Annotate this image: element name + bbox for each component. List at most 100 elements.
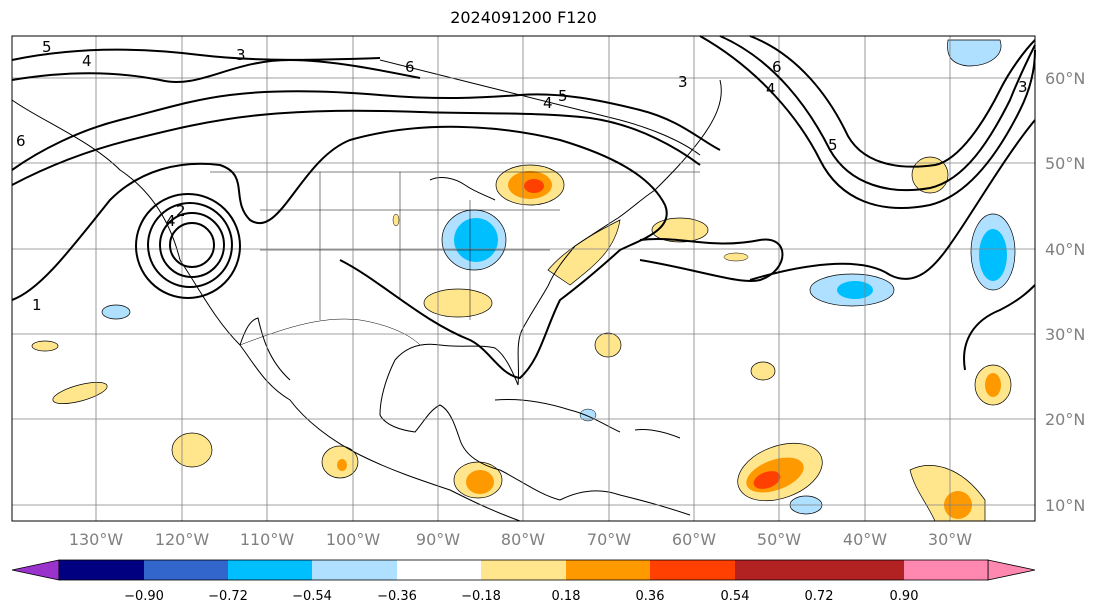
- gridlines: [12, 36, 1035, 521]
- state-borders: [210, 171, 700, 346]
- fill-positive-peak-tropical: [753, 471, 781, 489]
- lon-label: 80°W: [501, 530, 545, 549]
- fill-negative-greenland: [947, 39, 1002, 67]
- colorbar-tick-label: −0.54: [292, 589, 332, 604]
- contour-low-ring-4: [135, 193, 241, 299]
- contour-atlantic-2: [719, 35, 1036, 192]
- colorbar-segment: [481, 560, 566, 580]
- coastlines: [11, 59, 722, 522]
- lon-label: 40°W: [843, 530, 887, 549]
- fill-positive-core-canary: [985, 373, 1001, 397]
- hispaniola: [634, 429, 681, 439]
- map-title: 2024091200 F120: [450, 8, 597, 27]
- colorbar-segment: [650, 560, 735, 580]
- border-us-mexico: [239, 318, 421, 346]
- cuba: [494, 399, 621, 433]
- colorbar-segment: [735, 560, 819, 580]
- contour-azores: [749, 119, 1036, 281]
- colorbar-tick-label: −0.36: [377, 589, 417, 604]
- lon-label: 120°W: [155, 530, 210, 549]
- contour-label: 3: [236, 46, 246, 64]
- contour-north-1: [11, 48, 381, 61]
- contour-label: 4: [766, 80, 776, 98]
- longitude-labels: 130°W 120°W 110°W 100°W 90°W 80°W 70°W 6…: [69, 530, 972, 549]
- map-area: 5 4 3 6 4 5 3 6 4 5 3 6 2 4 1: [11, 35, 1036, 522]
- hudson-bay: [379, 59, 701, 156]
- fill-positive-southeast: [423, 288, 493, 318]
- fill-negative-core-great-lakes: [454, 218, 498, 262]
- colorbar-tick-label: 0.90: [890, 589, 919, 604]
- fill-positive-small: [392, 213, 400, 227]
- lon-label: 110°W: [240, 530, 295, 549]
- fill-positive-pacific-3: [31, 340, 59, 352]
- lon-label: 30°W: [928, 530, 972, 549]
- colorbar-extend-high: [987, 559, 1036, 581]
- contour-low-ring-3: [147, 202, 233, 288]
- lon-label: 50°W: [757, 530, 801, 549]
- fill-positive-atlantic-3: [723, 252, 749, 262]
- colorbar-segment: [228, 560, 312, 580]
- colorbar-ticks: −0.90 −0.72 −0.54 −0.36 −0.18 0.18 0.36 …: [124, 589, 918, 604]
- colorbar-segment: [397, 560, 481, 580]
- lat-label: 20°N: [1045, 410, 1085, 429]
- fill-positive-atlantic-2: [594, 332, 622, 358]
- colorbar-tick-label: 0.36: [636, 589, 665, 604]
- contour-label: 4: [82, 52, 92, 70]
- east-coastline: [547, 79, 722, 287]
- colorbar-segment: [566, 560, 650, 580]
- contour-label: 5: [42, 38, 52, 56]
- fill-positive-pacific-1: [171, 432, 213, 468]
- contour-low-ring-1: [169, 222, 215, 268]
- colorbar-tick-label: 0.18: [552, 589, 581, 604]
- fill-negative-core-east-atlantic: [979, 229, 1007, 281]
- south-america-north: [559, 490, 691, 516]
- lat-label: 30°N: [1045, 325, 1085, 344]
- contour-label: 2: [176, 202, 186, 220]
- contour-east: [963, 284, 1036, 371]
- fill-positive-core-mexico-pacific: [337, 459, 347, 471]
- fill-positive-east-coast: [547, 219, 621, 286]
- contour-label: 3: [1018, 78, 1028, 96]
- contour-atlantic-1: [699, 35, 1036, 209]
- colorbar-tick-label: 0.54: [721, 589, 750, 604]
- contour-label: 6: [772, 58, 782, 76]
- contour-label: 6: [16, 132, 26, 150]
- fill-positive-core-central-america: [466, 470, 494, 494]
- latitude-labels: 60°N 50°N 40°N 30°N 20°N 10°N: [1045, 69, 1085, 515]
- contour-atlantic-3: [749, 35, 1036, 168]
- colorbar: −0.90 −0.72 −0.54 −0.36 −0.18 0.18 0.36 …: [11, 559, 1036, 604]
- contour-low-ring-2: [159, 212, 225, 278]
- colorbar-segment: [144, 560, 228, 580]
- contour-label: 6: [405, 58, 415, 76]
- pacific-coastline: [11, 99, 521, 522]
- colorbar-tick-label: −0.18: [461, 589, 501, 604]
- height-contours: [11, 35, 1036, 380]
- colorbar-tick-label: 0.72: [805, 589, 834, 604]
- lat-label: 50°N: [1045, 154, 1085, 173]
- contour-label: 1: [32, 296, 42, 314]
- lat-label: 10°N: [1045, 496, 1085, 515]
- baja-coast: [239, 317, 291, 381]
- colorbar-outline: [58, 559, 989, 581]
- fill-positive-peak-ontario: [524, 179, 544, 193]
- contour-label: 3: [678, 73, 688, 91]
- fill-positive-pacific-2: [52, 382, 108, 404]
- fill-negative-core-atlantic: [837, 281, 873, 299]
- lon-label: 100°W: [326, 530, 381, 549]
- contour-label-group: 5 4 3 6 4 5 3 6 4 5 3 6 2 4 1: [16, 38, 1028, 314]
- map-frame: [11, 35, 1036, 522]
- colorbar-extend-low: [11, 559, 60, 581]
- colorbar-segment: [312, 560, 397, 580]
- contour-label: 5: [558, 87, 568, 105]
- lon-label: 90°W: [416, 530, 460, 549]
- colorbar-segment: [59, 560, 144, 580]
- interior-borders: [260, 172, 560, 320]
- fill-positive-small-2: [750, 361, 776, 381]
- colorbar-segment-last: [819, 560, 904, 580]
- great-lakes: [429, 177, 496, 201]
- lat-label: 40°N: [1045, 240, 1085, 259]
- colorbar-segment-last2: [904, 560, 988, 580]
- gulf-coastline: [379, 285, 561, 501]
- contour-trough-2: [11, 109, 701, 186]
